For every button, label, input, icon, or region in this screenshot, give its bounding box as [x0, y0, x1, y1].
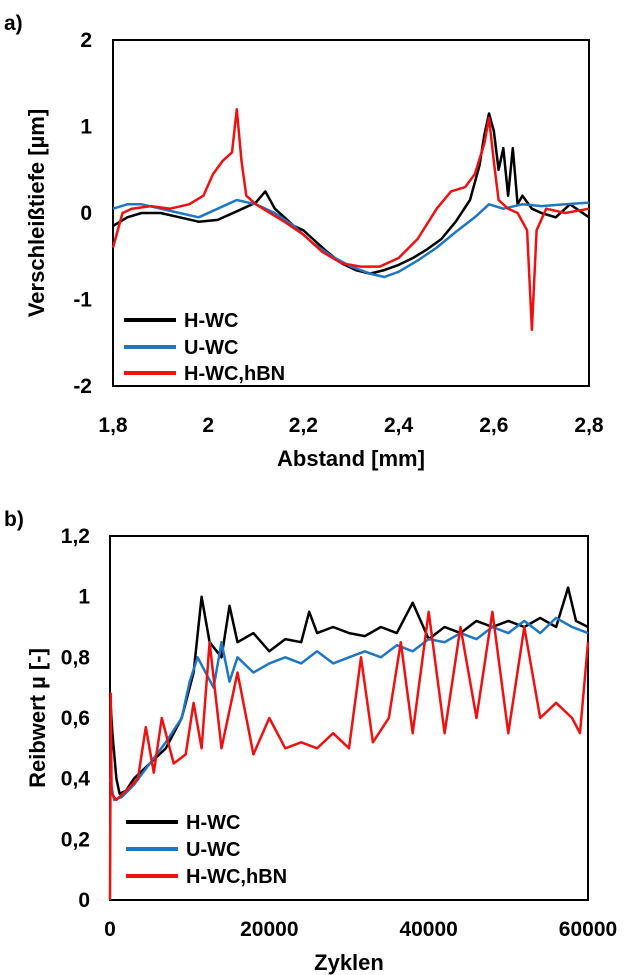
legend-label-u-wc: U-WC — [186, 839, 240, 861]
y-tick-label: -2 — [73, 375, 92, 398]
series-line-h-wc-hbn — [108, 610, 590, 901]
panel-b-legend: H-WC U-WC H-WC,hBN — [126, 812, 287, 888]
panel-b-y-tick-labels: 1,2 1 0,8 0,6 0,4 0,2 0 — [61, 525, 91, 912]
y-tick-label: 0,8 — [61, 646, 91, 669]
panel-b-series-lines — [108, 586, 590, 901]
legend-label-h-wc-hbn: H-WC,hBN — [184, 363, 285, 385]
y-tick-label: 2 — [80, 29, 92, 52]
x-tick-label: 2,2 — [289, 414, 318, 437]
y-tick-label: 0 — [80, 202, 92, 225]
panel-a-x-tick-labels: 1,8 2 2,2 2,4 2,6 2,8 — [98, 414, 604, 437]
y-tick-label: 0,6 — [61, 707, 90, 730]
x-tick-label: 1,8 — [98, 414, 128, 437]
panel-a-plot-frame — [112, 39, 590, 387]
panel-a-x-axis-label: Abstand [mm] — [277, 446, 425, 471]
panel-a-legend: H-WC U-WC H-WC,hBN — [124, 310, 285, 385]
series-line-u-wc — [108, 616, 589, 802]
legend-label-u-wc: U-WC — [184, 337, 238, 359]
y-tick-label: 0 — [78, 889, 90, 912]
panel-a-y-axis-label: Verschleißtiefe [µm] — [24, 109, 49, 317]
panel-b-y-axis-label: Reibwert µ [-] — [25, 648, 50, 788]
x-tick-label: 2,6 — [479, 414, 508, 437]
panel-a-y-tick-labels: 2 1 0 -1 -2 — [73, 29, 92, 398]
x-tick-label: 60000 — [559, 918, 617, 941]
y-tick-label: 1 — [78, 586, 90, 609]
y-tick-label: 0,4 — [61, 768, 91, 791]
y-tick-label: -1 — [73, 289, 92, 312]
series-line-h-wc-hbn — [111, 107, 590, 332]
panel-b-label: b) — [4, 508, 24, 531]
panel-b-x-axis-label: Zyklen — [314, 950, 384, 975]
x-tick-label: 2 — [202, 414, 214, 437]
legend-label-h-wc: H-WC — [184, 310, 238, 332]
x-tick-label: 2,4 — [384, 414, 414, 437]
series-line-h-wc — [112, 112, 590, 275]
x-tick-label: 0 — [104, 918, 116, 941]
panel-a-series-lines — [111, 107, 590, 332]
y-tick-label: 1 — [80, 116, 92, 139]
legend-label-h-wc: H-WC — [186, 812, 240, 834]
x-tick-label: 20000 — [240, 918, 298, 941]
legend-label-h-wc-hbn: H-WC,hBN — [186, 866, 287, 888]
panel-a: a) 2 1 0 -1 -2 1,8 2 2,2 2,4 2,6 2,8 H-WC U-WC H-… — [4, 12, 604, 471]
panel-b: b) 1,2 1 0,8 0,6 0,4 0,2 0 0 20000 40000 60000 H-… — [4, 508, 617, 975]
y-tick-label: 0,2 — [61, 828, 90, 851]
panel-a-label: a) — [4, 12, 23, 35]
x-tick-label: 2,8 — [574, 414, 604, 437]
series-line-h-wc — [108, 586, 589, 796]
series-line-u-wc — [112, 198, 590, 279]
y-tick-label: 1,2 — [61, 525, 90, 548]
x-tick-label: 40000 — [399, 918, 457, 941]
panel-b-x-tick-labels: 0 20000 40000 60000 — [104, 918, 617, 941]
